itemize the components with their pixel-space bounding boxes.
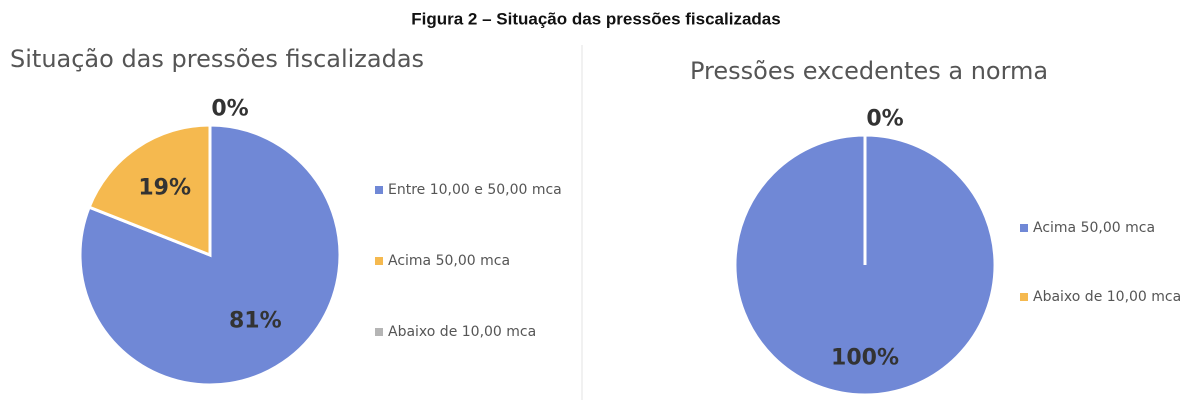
legend-swatch (375, 186, 383, 194)
chart-title: Situação das pressões fiscalizadas (10, 45, 424, 73)
legend-label: Acima 50,00 mca (388, 253, 510, 269)
legend-label: Acima 50,00 mca (1033, 220, 1155, 236)
legend-label: Abaixo de 10,00 mca (1033, 289, 1181, 305)
data-label: 19% (138, 175, 191, 200)
data-label: 0% (211, 96, 248, 121)
legend-swatch (375, 257, 383, 265)
legend-label: Abaixo de 10,00 mca (388, 324, 536, 340)
pie-slice (87, 123, 212, 258)
legend-swatch (1020, 224, 1028, 232)
legend-swatch (375, 328, 383, 336)
data-label: 100% (831, 346, 899, 371)
legend-swatch (1020, 293, 1028, 301)
data-label: 81% (229, 309, 282, 334)
chart-title: Pressões excedentes a norma (690, 57, 1048, 85)
figure-title: Figura 2 – Situação das pressões fiscali… (411, 9, 780, 28)
data-label: 0% (866, 106, 903, 131)
legend-label: Entre 10,00 e 50,00 mca (388, 182, 562, 198)
